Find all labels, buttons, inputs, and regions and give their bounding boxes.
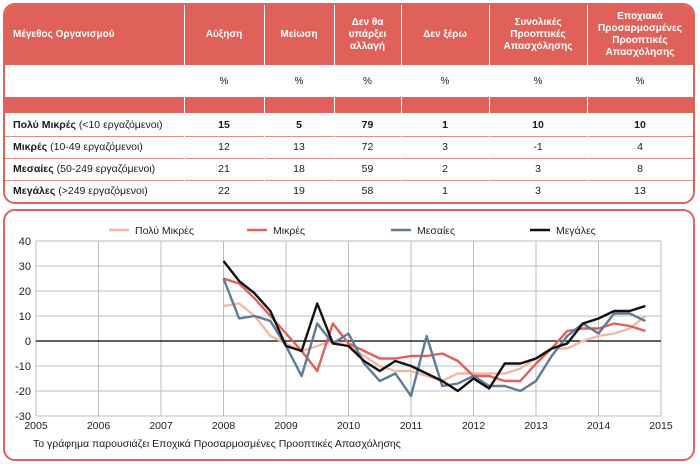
table-cell: -1 [533,141,543,153]
table-cell: 4 [637,141,643,153]
legend-label: Μεσαίες [417,225,455,237]
x-tick-label: 2014 [587,420,611,432]
header-net-outlook: Συνολικές Προοπτικές Απασχόλησης [503,17,573,52]
size-name: Πολύ Μικρές [13,119,76,131]
table-row: Μεγάλες (>249 εργαζόμενοι) 22 19 58 1 3 13 [5,180,693,202]
column-divider [334,5,335,202]
table-cell: 79 [361,119,374,131]
table-cell: 2 [442,163,448,175]
unit-cell: % [363,75,372,87]
table-cell: 13 [634,185,646,197]
table-cell: 5 [296,119,302,131]
series-line-3 [222,278,646,398]
table-cell: 12 [218,141,230,153]
row-label: Μικρές (10-49 εργαζόμενοι) [5,136,187,158]
table-cell: 3 [442,141,448,153]
table-cell: 59 [361,163,374,175]
table-cell: 3 [535,163,541,175]
size-detail: (10-49 εργαζόμενοι) [47,141,143,153]
chart-card: 40 30 20 10 0 -10 -20 -30 2005 2006 2007 2008 2009 20… [3,209,695,461]
y-tick-label: -20 [15,386,31,398]
header-increase: Αύξηση [205,29,243,40]
unit-cell: % [219,75,229,87]
table-cell: 19 [293,185,305,197]
x-tick-label: 2012 [462,420,486,432]
table-cell: 1 [442,185,448,197]
x-tick-label: 2011 [400,420,423,432]
separator-band [5,97,693,113]
y-tick-label: 0 [25,336,31,348]
x-tick-label: 2008 [212,420,236,432]
table-cell: 72 [361,141,374,153]
series-line-4 [222,260,646,393]
table-cell: 58 [361,185,374,197]
y-tick-label: 10 [19,311,31,323]
table-cell: 13 [293,141,305,153]
table-cell: 1 [442,119,448,131]
table-cell: 18 [293,163,305,175]
chart-caption: Το γράφημα παρουσιάζει Εποχικά Προσαρμοσ… [33,438,401,450]
x-tick-label: 2010 [337,420,361,432]
y-tick-label: -10 [15,361,31,373]
column-divider [184,5,185,202]
legend-label: Πολύ Μικρές [135,225,194,237]
x-tick-label: 2007 [149,420,173,432]
table-row: Πολύ Μικρές (<10 εργαζόμενοι) 15 5 79 1 10 10 [5,114,693,136]
column-divider [401,5,402,202]
table-header: Μέγεθος Οργανισμού Αύξηση Μείωση Δεν θα … [5,5,693,65]
table-row: Μικρές (10-49 εργαζόμενοι) 12 13 72 3 -1 4 [5,136,693,158]
size-name: Μεγάλες [13,185,56,197]
y-tick-label: 20 [19,286,31,298]
row-label: Μεσαίες (50-249 εργαζόμενοι) [5,158,187,180]
column-divider [489,5,490,202]
header-dont-know: Δεν ξέρω [423,29,467,40]
legend-label: Μεγάλες [556,225,596,237]
series-line-1 [223,302,647,383]
table-cell: 21 [218,163,230,175]
x-tick-label: 2013 [524,420,548,432]
table-cell: 8 [637,163,643,175]
legend-label: Μικρές [273,225,305,237]
unit-cell: % [533,75,543,87]
row-divider [5,158,693,159]
y-tick-label: -30 [15,411,31,423]
size-detail: (<10 εργαζόμενοι) [75,119,163,131]
row-divider [5,180,693,181]
column-divider [264,5,265,202]
column-divider [587,5,588,202]
size-name: Μικρές [13,141,48,153]
table-cell: 15 [218,119,230,131]
y-tick-label: 30 [19,261,31,273]
table-cell: 10 [532,119,544,131]
table-cell: 3 [535,185,541,197]
row-label: Μεγάλες (>249 εργαζόμενοι) [5,180,187,202]
row-label: Πολύ Μικρές (<10 εργαζόμενοι) [5,114,187,136]
table-cell: 22 [218,185,230,197]
row-divider [5,136,693,137]
size-detail: (50-249 εργαζόμενοι) [53,163,156,175]
table-row: Μεσαίες (50-249 εργαζόμενοι) 21 18 59 2 3 8 [5,158,693,180]
table-cell: 10 [634,119,646,131]
header-decrease: Μείωση [280,29,318,40]
header-no-change: Δεν θα υπάρξει αλλαγή [348,17,387,52]
unit-cell: % [635,75,645,87]
y-tick-label: 40 [19,236,31,248]
x-tick-label: 2006 [87,420,111,432]
x-tick-label: 2005 [24,420,48,432]
size-detail: (>249 εργαζόμενοι) [55,185,148,197]
x-tick-label: 2009 [274,420,298,432]
outlook-table: Μέγεθος Οργανισμού Αύξηση Μείωση Δεν θα … [3,3,695,204]
size-name: Μεσαίες [13,163,54,175]
header-organization-size: Μέγεθος Οργανισμού [13,29,115,40]
unit-cell: % [440,75,450,87]
header-seasonally-adjusted: Εποχιακά Προσαρμοσμένες Προοπτικές Απασχ… [598,11,682,58]
unit-cell: % [294,75,304,87]
units-row: % % % % % % [5,65,693,97]
x-tick-label: 2015 [649,420,673,432]
